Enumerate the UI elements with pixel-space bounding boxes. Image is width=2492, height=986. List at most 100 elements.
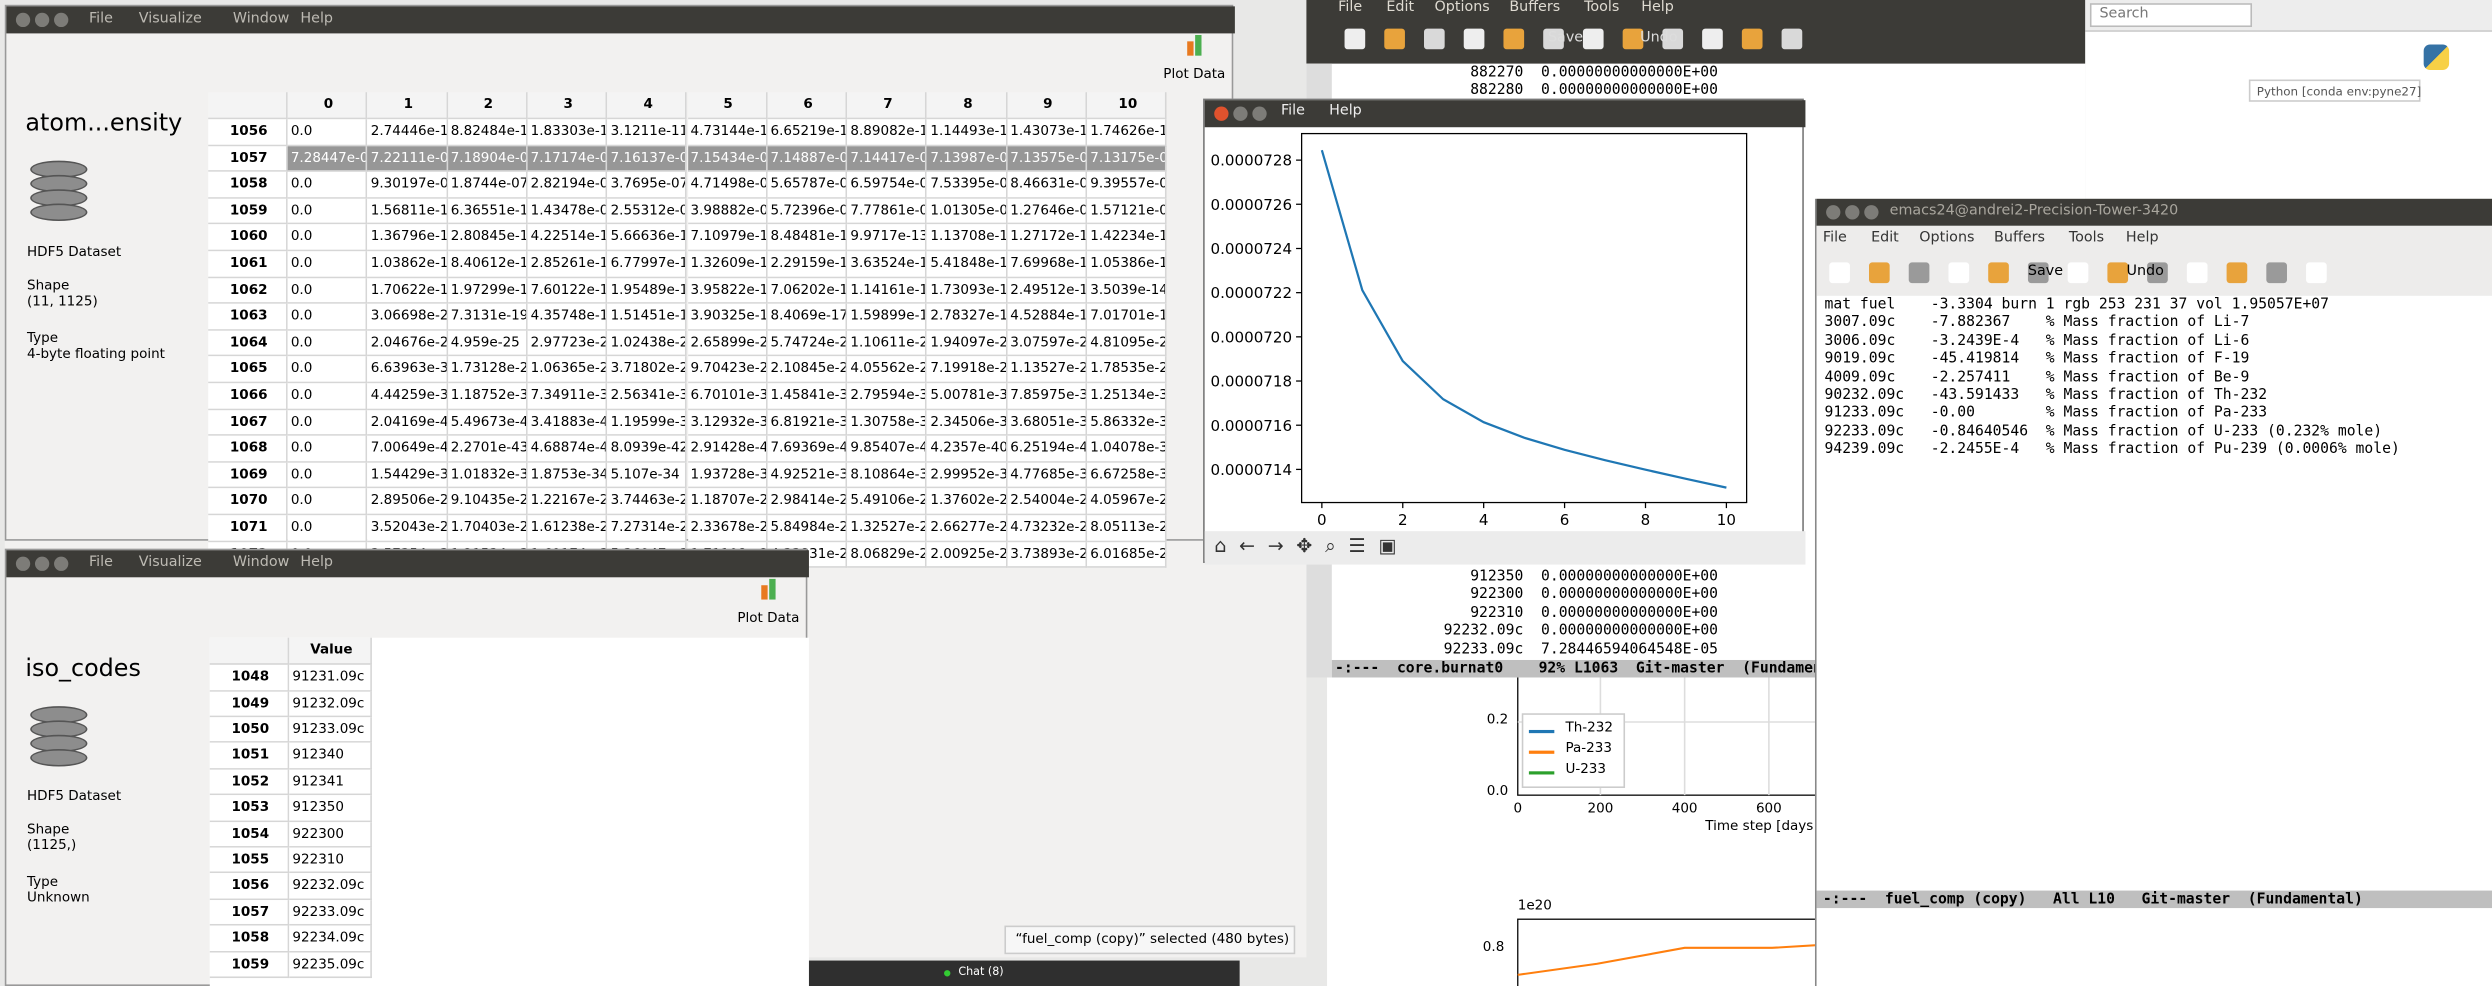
table-cell[interactable]: 91231.09c — [289, 665, 372, 692]
table-cell[interactable]: 1.61238e-23 — [527, 515, 608, 542]
table-cell[interactable]: 3.98882e-09 — [687, 198, 768, 225]
table-cell[interactable]: 1.93728e-33 — [687, 462, 768, 489]
menu-item[interactable]: Help — [2125, 230, 2159, 247]
table-cell[interactable]: 8.06829e-29 — [847, 541, 928, 569]
toolbar-icon[interactable] — [2226, 262, 2248, 284]
toolbar-icon[interactable] — [2186, 262, 2208, 284]
table-cell[interactable]: 2.97723e-24 — [527, 330, 608, 357]
menu-item[interactable]: File — [1338, 0, 1363, 16]
table-cell[interactable]: 3.52043e-26 — [367, 515, 448, 542]
table-cell[interactable]: 91233.09c — [289, 717, 372, 744]
table-cell[interactable]: 8.4069e-17 — [767, 304, 848, 331]
table-cell[interactable]: 5.107e-34 — [607, 462, 688, 489]
menu-item[interactable]: Visualize — [138, 555, 202, 571]
table-cell[interactable]: 0.0 — [287, 462, 368, 489]
table-cell[interactable]: 1.19599e-39 — [607, 409, 688, 437]
table-cell[interactable]: 1.37602e-24 — [927, 488, 1008, 516]
table-cell[interactable]: 7.3131e-19 — [447, 304, 528, 331]
table-cell[interactable]: 7.00649e-45 — [367, 436, 448, 463]
table-cell[interactable]: 5.86332e-38 — [1087, 409, 1168, 437]
table-cell[interactable]: 0.0 — [287, 488, 368, 516]
menu-item[interactable]: Window — [232, 555, 290, 571]
table-cell[interactable]: 0.0 — [287, 119, 368, 146]
table-cell[interactable]: 2.82194e-07 — [527, 172, 608, 199]
table-cell[interactable]: 0.0 — [287, 277, 368, 305]
table-cell[interactable]: 3.74463e-26 — [607, 488, 688, 516]
table-cell[interactable]: 2.54004e-24 — [1007, 488, 1088, 516]
table-cell[interactable]: 8.46631e-07 — [1007, 172, 1088, 199]
table-cell[interactable]: 1.01305e-08 — [927, 198, 1008, 225]
table-cell[interactable]: 7.10979e-13 — [687, 224, 768, 252]
table-cell[interactable]: 0.0 — [287, 330, 368, 357]
table-cell[interactable]: 8.05113e-21 — [1087, 515, 1168, 542]
menu-item[interactable]: File — [1822, 230, 1847, 247]
table-cell[interactable]: 1.14161e-14 — [847, 277, 928, 305]
table-cell[interactable]: 2.55312e-09 — [607, 198, 688, 225]
table-cell[interactable]: 3.95822e-15 — [687, 277, 768, 305]
table-cell[interactable]: 6.81921e-39 — [767, 409, 848, 437]
table-cell[interactable]: 6.63963e-31 — [367, 356, 448, 384]
table-cell[interactable]: 1.70622e-17 — [367, 277, 448, 305]
toolbar-label[interactable]: Undo — [1640, 30, 1678, 47]
table-cell[interactable]: 912350 — [289, 795, 372, 822]
toolbar-icon[interactable] — [1503, 28, 1525, 50]
table-cell[interactable]: 7.15434e-05 — [687, 145, 768, 173]
table-cell[interactable]: 1.73128e-29 — [447, 356, 528, 384]
table-cell[interactable]: 2.91428e-41 — [687, 436, 768, 463]
table-cell[interactable]: 8.89082e-11 — [847, 119, 928, 146]
table-cell[interactable]: 1.10611e-22 — [847, 330, 928, 357]
table-cell[interactable]: 3.7695e-07 — [607, 172, 688, 199]
table-cell[interactable]: 7.69968e-11 — [1007, 251, 1088, 278]
table-cell[interactable]: 4.73232e-21 — [1007, 515, 1088, 542]
table-cell[interactable]: 92235.09c — [289, 951, 372, 979]
table-cell[interactable]: 6.25194e-40 — [1007, 436, 1088, 463]
toolbar-icon[interactable] — [1662, 28, 1684, 50]
table-cell[interactable]: 4.2357e-40 — [927, 436, 1008, 463]
table-cell[interactable]: 5.84984e-22 — [767, 515, 848, 542]
table-cell[interactable]: 9.9717e-13 — [847, 224, 928, 252]
toolbar-icon[interactable] — [2266, 262, 2287, 284]
table-cell[interactable]: 2.49512e-14 — [1007, 277, 1088, 305]
table-cell[interactable]: 6.70101e-34 — [687, 383, 768, 410]
table-cell[interactable]: 912341 — [289, 769, 372, 796]
toolbar-icon[interactable] — [1869, 262, 1890, 284]
toolbar-icon[interactable] — [2067, 262, 2089, 284]
menu-item[interactable]: File — [89, 11, 113, 28]
table-cell[interactable]: 4.44259e-37 — [367, 383, 448, 410]
table-cell[interactable]: 1.30758e-38 — [847, 409, 928, 437]
table-cell[interactable]: 1.57121e-08 — [1087, 198, 1168, 225]
table-cell[interactable]: 1.43478e-09 — [527, 198, 608, 225]
table-cell[interactable]: 7.18904e-05 — [447, 145, 528, 173]
table-cell[interactable]: 1.13527e-26 — [1007, 356, 1088, 384]
table-cell[interactable]: 2.78327e-16 — [927, 304, 1008, 331]
table-cell[interactable]: 2.98414e-25 — [767, 488, 848, 516]
table-cell[interactable]: 2.04169e-42 — [367, 409, 448, 437]
table-cell[interactable]: 0.0 — [287, 356, 368, 384]
table-cell[interactable]: 2.85261e-12 — [527, 251, 608, 278]
table-cell[interactable]: 2.66277e-21 — [927, 515, 1008, 542]
table-cell[interactable]: 7.13987e-05 — [927, 145, 1008, 173]
table-cell[interactable]: 2.89506e-29 — [367, 488, 448, 516]
table-cell[interactable]: 8.40612e-13 — [447, 251, 528, 278]
table-cell[interactable]: 2.99952e-32 — [927, 462, 1008, 489]
table-cell[interactable]: 3.12932e-39 — [687, 409, 768, 437]
table-cell[interactable]: 1.45841e-33 — [767, 383, 848, 410]
table-cell[interactable]: 0.0 — [287, 224, 368, 252]
table-cell[interactable]: 7.06202e-15 — [767, 277, 848, 305]
toolbar-icon[interactable] — [1908, 262, 1930, 284]
table-cell[interactable]: 9.10435e-28 — [447, 488, 528, 516]
table-cell[interactable]: 5.49106e-25 — [847, 488, 928, 516]
table-cell[interactable]: 91232.09c — [289, 691, 372, 718]
table-cell[interactable]: 4.22514e-13 — [527, 224, 608, 252]
table-cell[interactable]: 1.43073e-10 — [1007, 119, 1088, 146]
table-cell[interactable]: 3.73893e-28 — [1007, 541, 1088, 569]
table-cell[interactable]: 6.65219e-11 — [767, 119, 848, 146]
menu-item[interactable]: Help — [1641, 0, 1674, 16]
menu-item[interactable]: Help — [300, 11, 334, 28]
menu-item[interactable]: Visualize — [138, 11, 202, 28]
table-cell[interactable]: 1.32527e-21 — [847, 515, 928, 542]
plot-data-button[interactable]: Plot Data — [737, 610, 800, 627]
table-cell[interactable]: 2.80845e-13 — [447, 224, 528, 252]
table-cell[interactable]: 1.05386e-10 — [1087, 251, 1168, 278]
table-cell[interactable]: 2.56341e-34 — [607, 383, 688, 410]
